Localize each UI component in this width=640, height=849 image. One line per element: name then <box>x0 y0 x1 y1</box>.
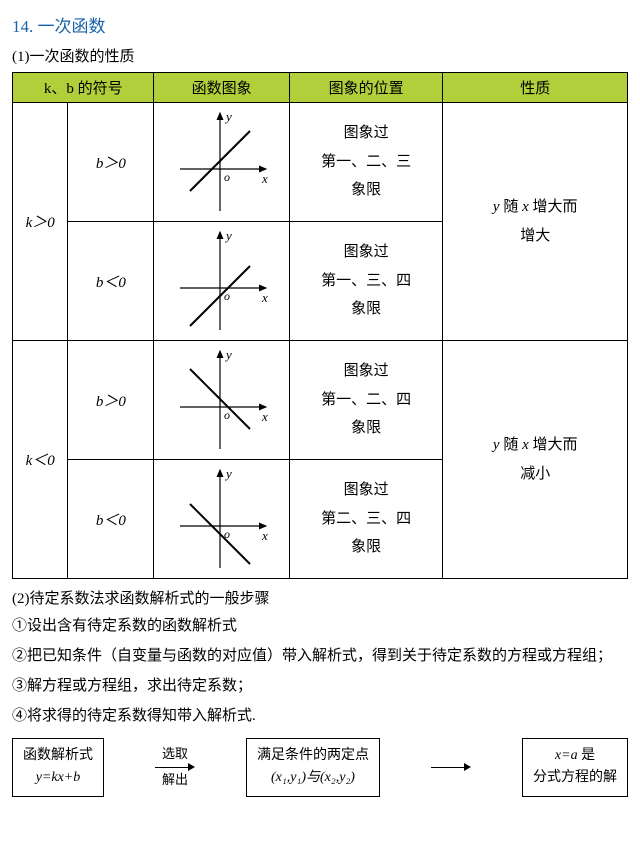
step-2: ②把已知条件（自变量与函数的对应值）带入解析式，得到关于待定系数的方程或方程组； <box>12 644 628 668</box>
svg-text:x: x <box>261 409 268 424</box>
flow-box-3: x=a 是 分式方程的解 <box>522 738 628 797</box>
th-sign: k、b 的符号 <box>13 73 154 103</box>
cell-graph: x y o <box>154 460 289 579</box>
cell-b: b＞0 <box>68 103 154 222</box>
svg-text:o: o <box>224 408 230 422</box>
svg-text:y: y <box>224 109 232 124</box>
cell-k: k＜0 <box>13 341 68 579</box>
cell-graph: x y o <box>154 103 289 222</box>
steps-list: ①设出含有待定系数的函数解析式 ②把已知条件（自变量与函数的对应值）带入解析式，… <box>12 614 628 728</box>
cell-b: b＜0 <box>68 222 154 341</box>
svg-text:x: x <box>261 171 268 186</box>
table-row: k＞0 b＞0 x y o 图象过 第一、二、三 象限 y 随 x 增大而 增大 <box>13 103 628 222</box>
th-pos: 图象的位置 <box>289 73 443 103</box>
th-graph: 函数图象 <box>154 73 289 103</box>
section1-title: (1)一次函数的性质 <box>12 45 628 66</box>
cell-k: k＞0 <box>13 103 68 341</box>
table-row: k＜0 b＞0 x y o 图象过 第一、二、四 象限 y 随 x 增大而 减小 <box>13 341 628 460</box>
step-4: ④将求得的待定系数得知带入解析式. <box>12 704 628 728</box>
cell-graph: x y o <box>154 341 289 460</box>
step-1: ①设出含有待定系数的函数解析式 <box>12 614 628 638</box>
cell-pos: 图象过 第一、三、四 象限 <box>289 222 443 341</box>
cell-b: b＜0 <box>68 460 154 579</box>
svg-text:x: x <box>261 528 268 543</box>
cell-pos: 图象过 第二、三、四 象限 <box>289 460 443 579</box>
arrow-icon <box>155 762 195 772</box>
page-title: 14. 一次函数 <box>12 12 628 37</box>
arrow-icon <box>431 762 471 772</box>
svg-text:x: x <box>261 290 268 305</box>
cell-pos: 图象过 第一、二、三 象限 <box>289 103 443 222</box>
cell-b: b＞0 <box>68 341 154 460</box>
section2-title: (2)待定系数法求函数解析式的一般步骤 <box>12 587 628 608</box>
svg-text:y: y <box>224 228 232 243</box>
function-table: k、b 的符号 函数图象 图象的位置 性质 k＞0 b＞0 x y o 图象过 … <box>12 72 628 579</box>
flow-diagram: 函数解析式 y=kx+b 选取 解出 满足条件的两定点 (x₁,y₁)与(x₂,… <box>12 738 628 797</box>
cell-prop: y 随 x 增大而 增大 <box>443 103 628 341</box>
cell-pos: 图象过 第一、二、四 象限 <box>289 341 443 460</box>
svg-text:y: y <box>224 466 232 481</box>
svg-text:y: y <box>224 347 232 362</box>
flow-connector-2 <box>431 762 471 772</box>
flow-box-2: 满足条件的两定点 (x₁,y₁)与(x₂,y₂) <box>246 738 380 797</box>
step-3: ③解方程或方程组，求出待定系数； <box>12 674 628 698</box>
th-prop: 性质 <box>443 73 628 103</box>
flow-connector-1: 选取 解出 <box>155 746 195 790</box>
svg-text:o: o <box>224 170 230 184</box>
cell-prop: y 随 x 增大而 减小 <box>443 341 628 579</box>
flow-box-1: 函数解析式 y=kx+b <box>12 738 104 797</box>
cell-graph: x y o <box>154 222 289 341</box>
